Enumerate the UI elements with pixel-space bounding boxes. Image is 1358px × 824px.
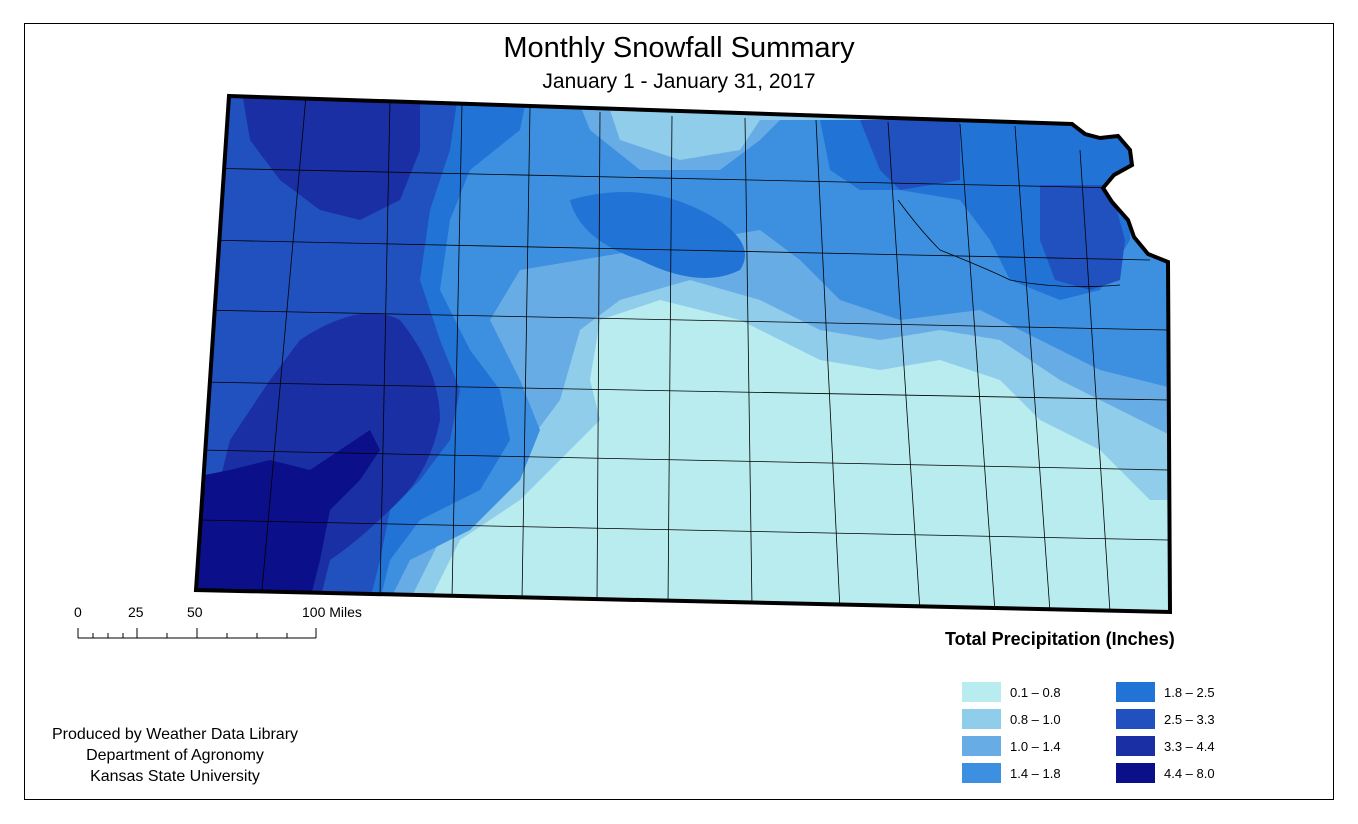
map-title: Monthly Snowfall Summary [503, 32, 855, 64]
credit-line: Produced by Weather Data Library [51, 726, 299, 743]
map-subtitle: January 1 - January 31, 2017 [542, 70, 816, 93]
legend-title: Total Precipitation (Inches) [945, 629, 1175, 649]
precipitation-zones [196, 96, 1170, 612]
credit-line: Department of Agronomy [86, 747, 264, 764]
scale-tick-label: 25 [128, 604, 144, 620]
legend-swatch [1116, 709, 1155, 729]
legend-label: 2.5 – 3.3 [1164, 712, 1215, 727]
legend-swatch [1116, 763, 1155, 783]
legend: 0.1 – 0.8 0.8 – 1.0 1.0 – 1.4 1.4 – 1.8 … [962, 682, 1262, 792]
legend-swatch [962, 763, 1001, 783]
legend-swatch [1116, 682, 1155, 702]
scale-ruler [77, 628, 317, 639]
legend-label: 4.4 – 8.0 [1164, 766, 1215, 781]
legend-swatch [962, 709, 1001, 729]
scale-tick-label: 0 [74, 604, 82, 620]
scale-tick-label: 100 Miles [302, 604, 362, 620]
map-frame [24, 23, 1334, 800]
scale-bar: 0 25 50 100 Miles [70, 604, 390, 654]
legend-label: 1.0 – 1.4 [1010, 739, 1061, 754]
legend-label: 0.1 – 0.8 [1010, 685, 1061, 700]
legend-label: 1.8 – 2.5 [1164, 685, 1215, 700]
legend-label: 1.4 – 1.8 [1010, 766, 1061, 781]
credit-line: Kansas State University [90, 768, 260, 785]
legend-swatch [962, 736, 1001, 756]
scale-tick-label: 50 [187, 604, 203, 620]
zone-4.4-8.0 [196, 430, 380, 600]
legend-swatch [1116, 736, 1155, 756]
legend-swatch [962, 682, 1001, 702]
legend-label: 3.3 – 4.4 [1164, 739, 1215, 754]
credits: Produced by Weather Data Library Departm… [30, 724, 320, 787]
legend-label: 0.8 – 1.0 [1010, 712, 1061, 727]
county-boundaries [199, 96, 1169, 612]
